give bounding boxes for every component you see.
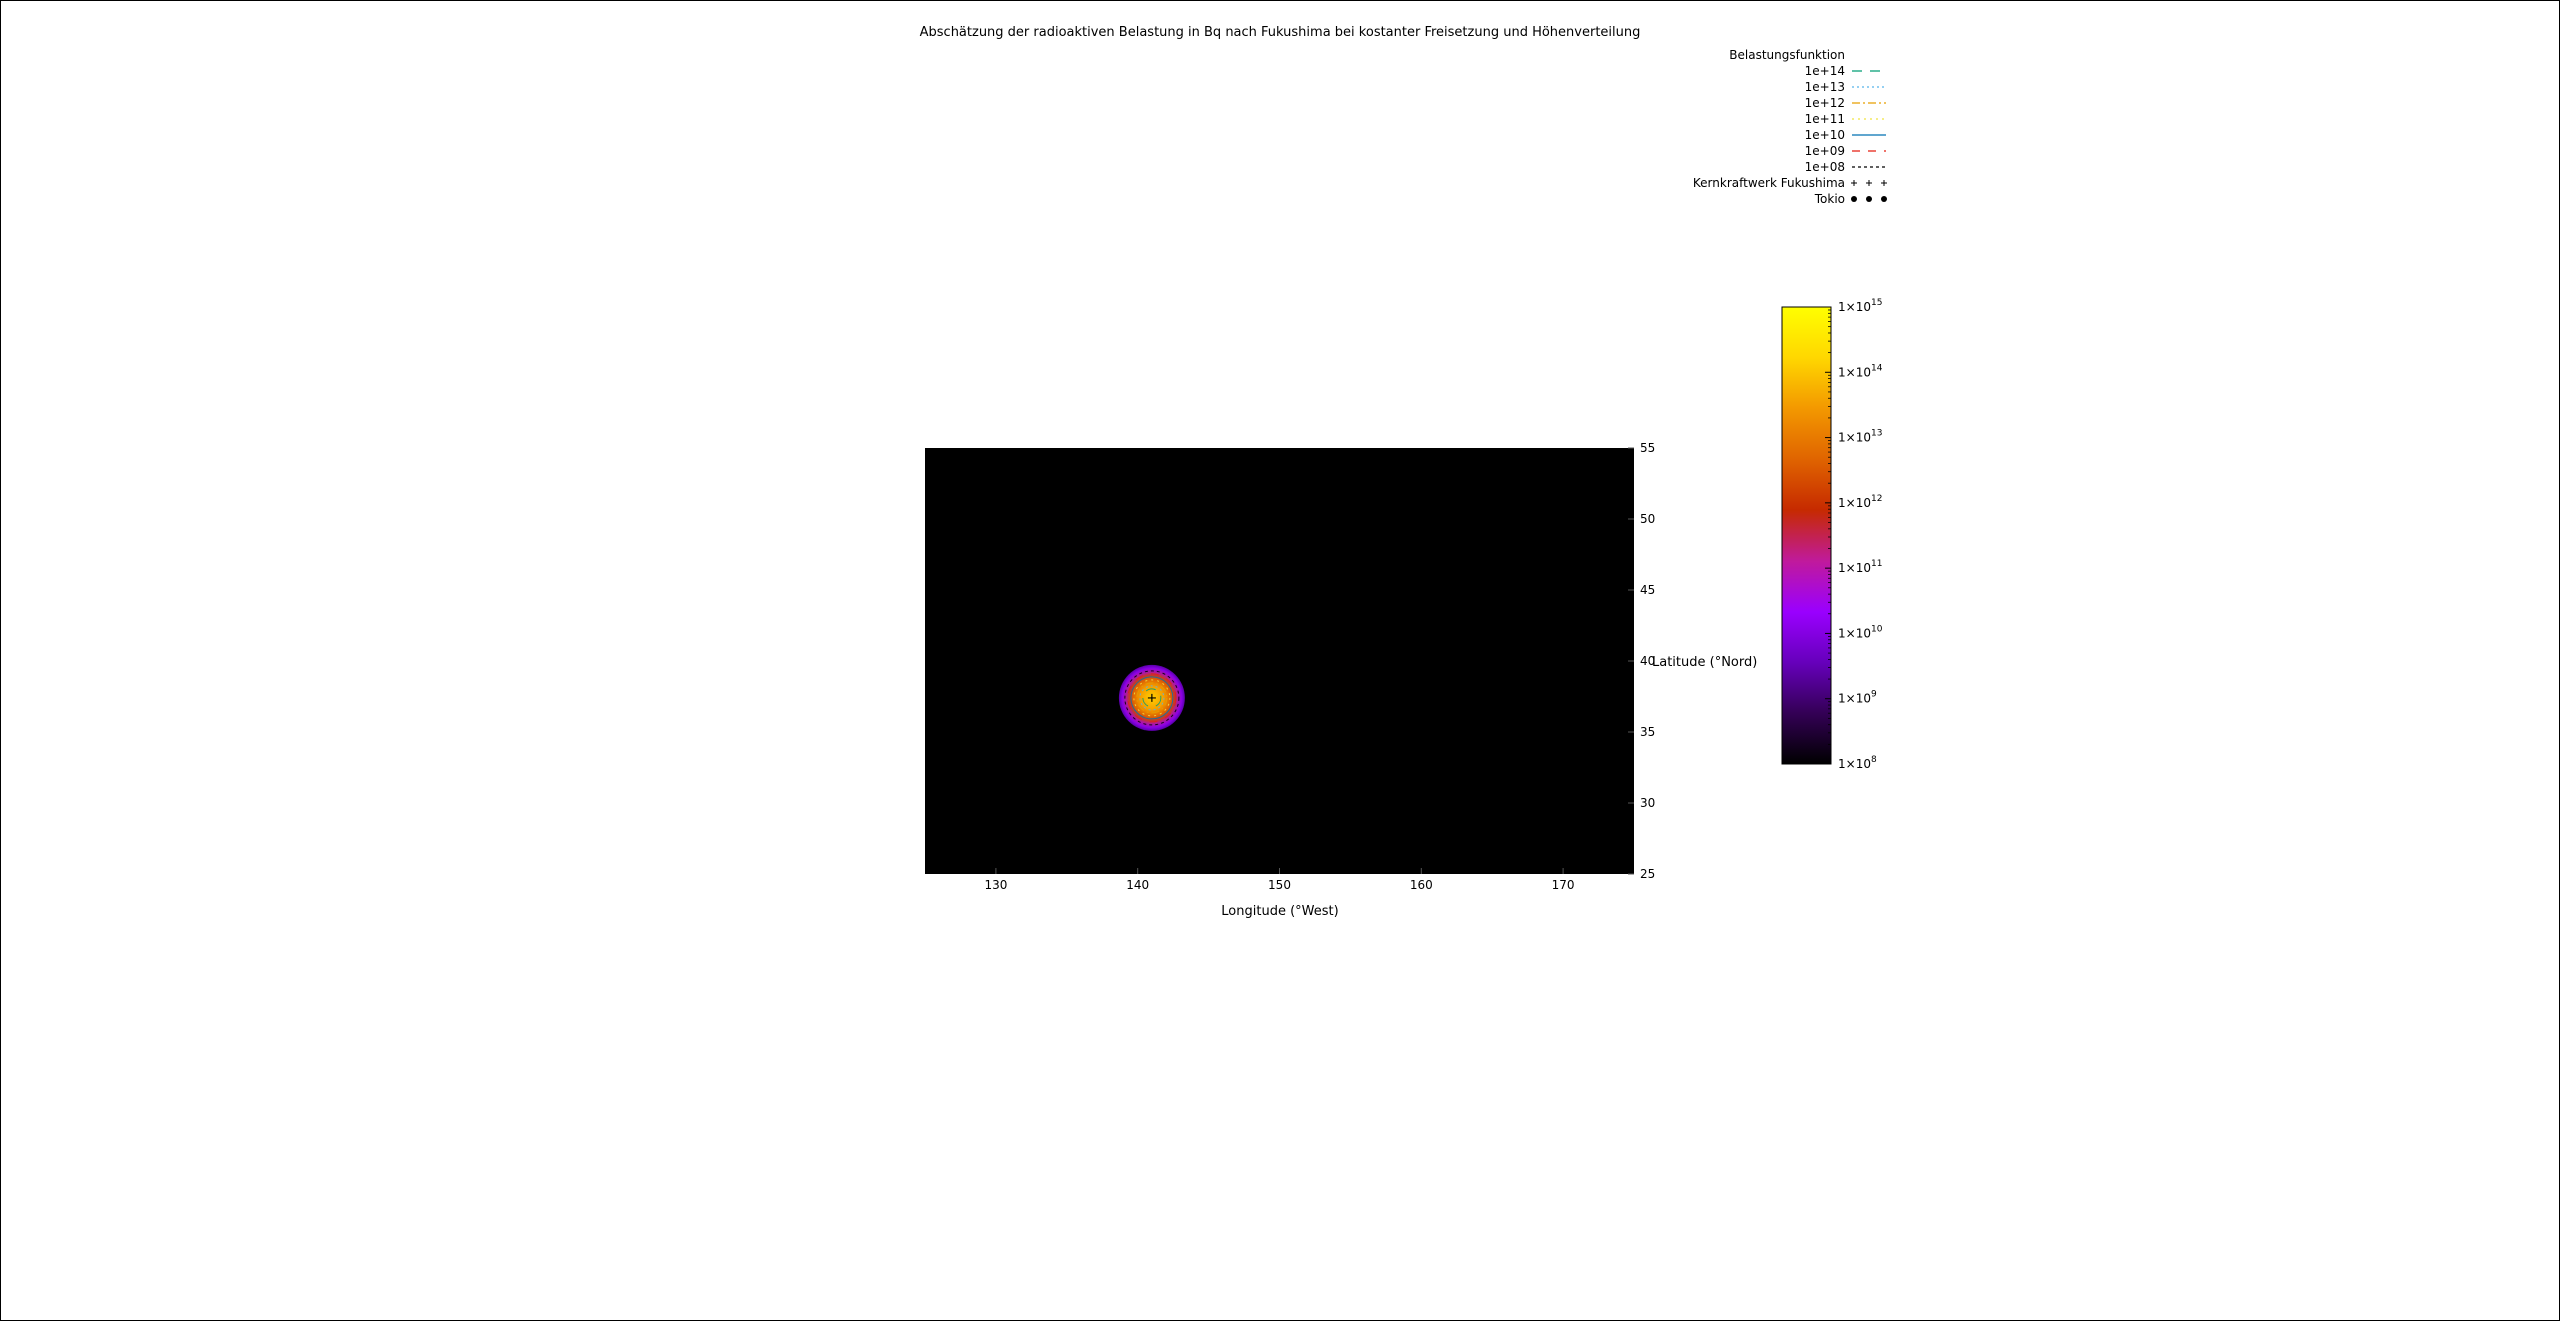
plot-markers <box>1126 693 1156 731</box>
colorbar-tick-exponent: 9 <box>1871 690 1877 700</box>
contour-line <box>1139 685 1165 711</box>
legend-dot-marker <box>1866 196 1872 202</box>
colorbar-tick-label: 1×109 <box>1838 690 1877 706</box>
colorbar-tick-base: 1×10 <box>1838 496 1871 510</box>
legend: Belastungsfunktion 1e+14 1e+13 1e+12 1e+11 1… <box>1693 48 1887 206</box>
legend-point-label: Kernkraftwerk Fukushima <box>1693 176 1845 190</box>
plot-background <box>925 448 1634 874</box>
legend-entry-label: 1e+14 <box>1805 64 1845 78</box>
contour-line <box>1130 676 1174 720</box>
x-tick-label: 150 <box>1268 878 1291 892</box>
contour-line <box>1133 679 1171 717</box>
legend-plus-marker <box>1866 180 1872 186</box>
x-axis-label: Longitude (°West) <box>1221 904 1338 919</box>
colorbar: 1×10151×10141×10131×10121×10111×10101×10… <box>1781 298 1883 771</box>
legend-entry-label: 1e+12 <box>1805 96 1845 110</box>
colorbar-tick-label: 1×1010 <box>1838 624 1883 640</box>
colorbar-tick-exponent: 12 <box>1871 494 1882 504</box>
colorbar-tick-label: 1×108 <box>1838 755 1877 771</box>
y-axis: 25 30 35 40 45 50 55 <box>1628 441 1655 881</box>
colorbar-tick-label: 1×1012 <box>1838 494 1882 510</box>
colorbar-tick-label: 1×1014 <box>1838 363 1883 379</box>
tokio-marker <box>1126 726 1131 731</box>
legend-entry-label: 1e+08 <box>1805 160 1845 174</box>
y-tick-label: 45 <box>1640 583 1655 597</box>
colorbar-tick-base: 1×10 <box>1838 692 1871 706</box>
colorbar-tick-exponent: 10 <box>1871 624 1883 634</box>
legend-plus-marker <box>1851 180 1857 186</box>
contour-line <box>1136 682 1168 714</box>
y-tick-label: 50 <box>1640 512 1655 526</box>
legend-entry-label: 1e+10 <box>1805 128 1845 142</box>
y-axis-label: Latitude (°Nord) <box>1652 655 1757 670</box>
colorbar-tick-exponent: 14 <box>1871 363 1883 373</box>
plot-area <box>925 448 1634 874</box>
contour-line <box>1124 670 1180 726</box>
legend-plus-marker <box>1881 180 1887 186</box>
colorbar-tick-base: 1×10 <box>1838 365 1871 379</box>
colorbar-tick-base: 1×10 <box>1838 431 1871 445</box>
colorbar-tick-exponent: 8 <box>1871 755 1877 765</box>
colorbar-tick-exponent: 13 <box>1871 429 1882 439</box>
x-tick-label: 140 <box>1126 878 1149 892</box>
y-tick-label: 30 <box>1640 796 1655 810</box>
chart-title: Abschätzung der radioaktiven Belastung i… <box>920 25 1641 40</box>
x-tick-label: 130 <box>984 878 1007 892</box>
y-tick-label: 40 <box>1640 654 1655 668</box>
colorbar-tick-base: 1×10 <box>1838 300 1871 314</box>
fukushima-marker <box>1147 693 1156 702</box>
legend-entry-label: 1e+09 <box>1805 144 1845 158</box>
colorbar-tick-label: 1×1013 <box>1838 429 1882 445</box>
colorbar-tick-label: 1×1011 <box>1838 559 1882 575</box>
y-tick-label: 25 <box>1640 867 1655 881</box>
colorbar-tick-exponent: 11 <box>1871 559 1882 569</box>
contour-line <box>1127 673 1177 723</box>
colorbar-tick-label: 1×1015 <box>1838 298 1882 314</box>
colorbar-tick-base: 1×10 <box>1838 561 1871 575</box>
colorbar-tick-base: 1×10 <box>1838 626 1871 640</box>
legend-dot-marker <box>1851 196 1857 202</box>
contour-line <box>1142 688 1162 708</box>
legend-dot-marker <box>1881 196 1887 202</box>
x-tick-label: 170 <box>1552 878 1575 892</box>
y-tick-label: 55 <box>1640 441 1655 455</box>
legend-entry-label: 1e+13 <box>1805 80 1845 94</box>
y-tick-label: 35 <box>1640 725 1655 739</box>
x-tick-label: 160 <box>1410 878 1433 892</box>
x-axis: 130 140 150 160 170 <box>984 868 1575 892</box>
colorbar-fill <box>1781 306 1832 765</box>
colorbar-tick-exponent: 15 <box>1871 298 1882 308</box>
legend-point-label: Tokio <box>1814 192 1845 206</box>
colorbar-tick-base: 1×10 <box>1838 757 1871 771</box>
legend-title: Belastungsfunktion <box>1729 48 1845 62</box>
legend-entry-label: 1e+11 <box>1805 112 1845 126</box>
